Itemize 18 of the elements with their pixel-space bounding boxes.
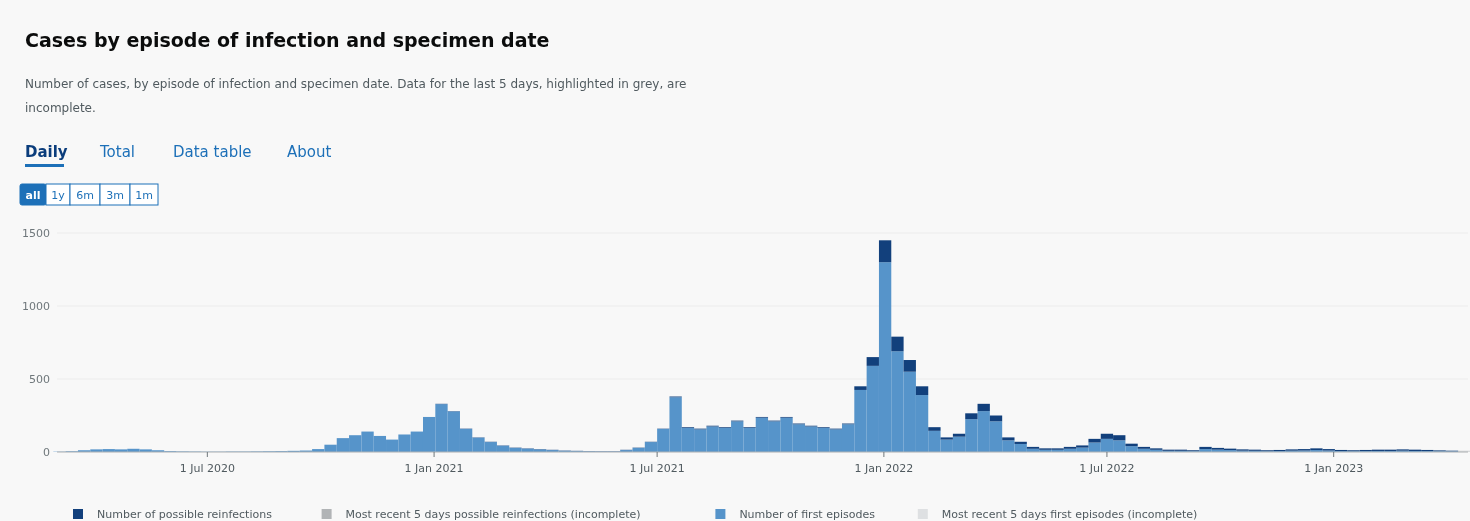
x-tick-label: 1 Jul 2021: [629, 462, 685, 475]
legend-label: Number of possible reinfections: [97, 508, 273, 521]
y-tick-label: 0: [43, 446, 50, 459]
x-tick-label: 1 Jul 2020: [179, 462, 235, 475]
chart-subtitle: Number of cases, by episode of infection and specimen date. Data for the last 5 days, highlighted in grey, are incomplete.: [25, 77, 687, 115]
legend-label: Number of first episodes: [739, 508, 876, 521]
y-tick-label: 1500: [22, 227, 50, 240]
view-tabs: Daily Total Data table About: [25, 143, 332, 167]
x-tick-label: 1 Jan 2022: [854, 462, 914, 475]
legend-label: Most recent 5 days possible reinfections (incomplete): [345, 508, 641, 521]
range-buttons: all 1y 6m 3m 1m: [19, 183, 159, 206]
x-tick-label: 1 Jul 2022: [1079, 462, 1135, 475]
y-tick-label: 500: [29, 373, 50, 386]
x-tick-label: 1 Jan 2021: [404, 462, 464, 475]
x-tick-label: 1 Jan 2023: [1304, 462, 1364, 475]
y-tick-label: 1000: [22, 300, 50, 313]
chart-title: Cases by episode of infection and specimen date: [25, 29, 550, 51]
legend-label: Most recent 5 days first episodes (incomplete): [941, 508, 1198, 521]
